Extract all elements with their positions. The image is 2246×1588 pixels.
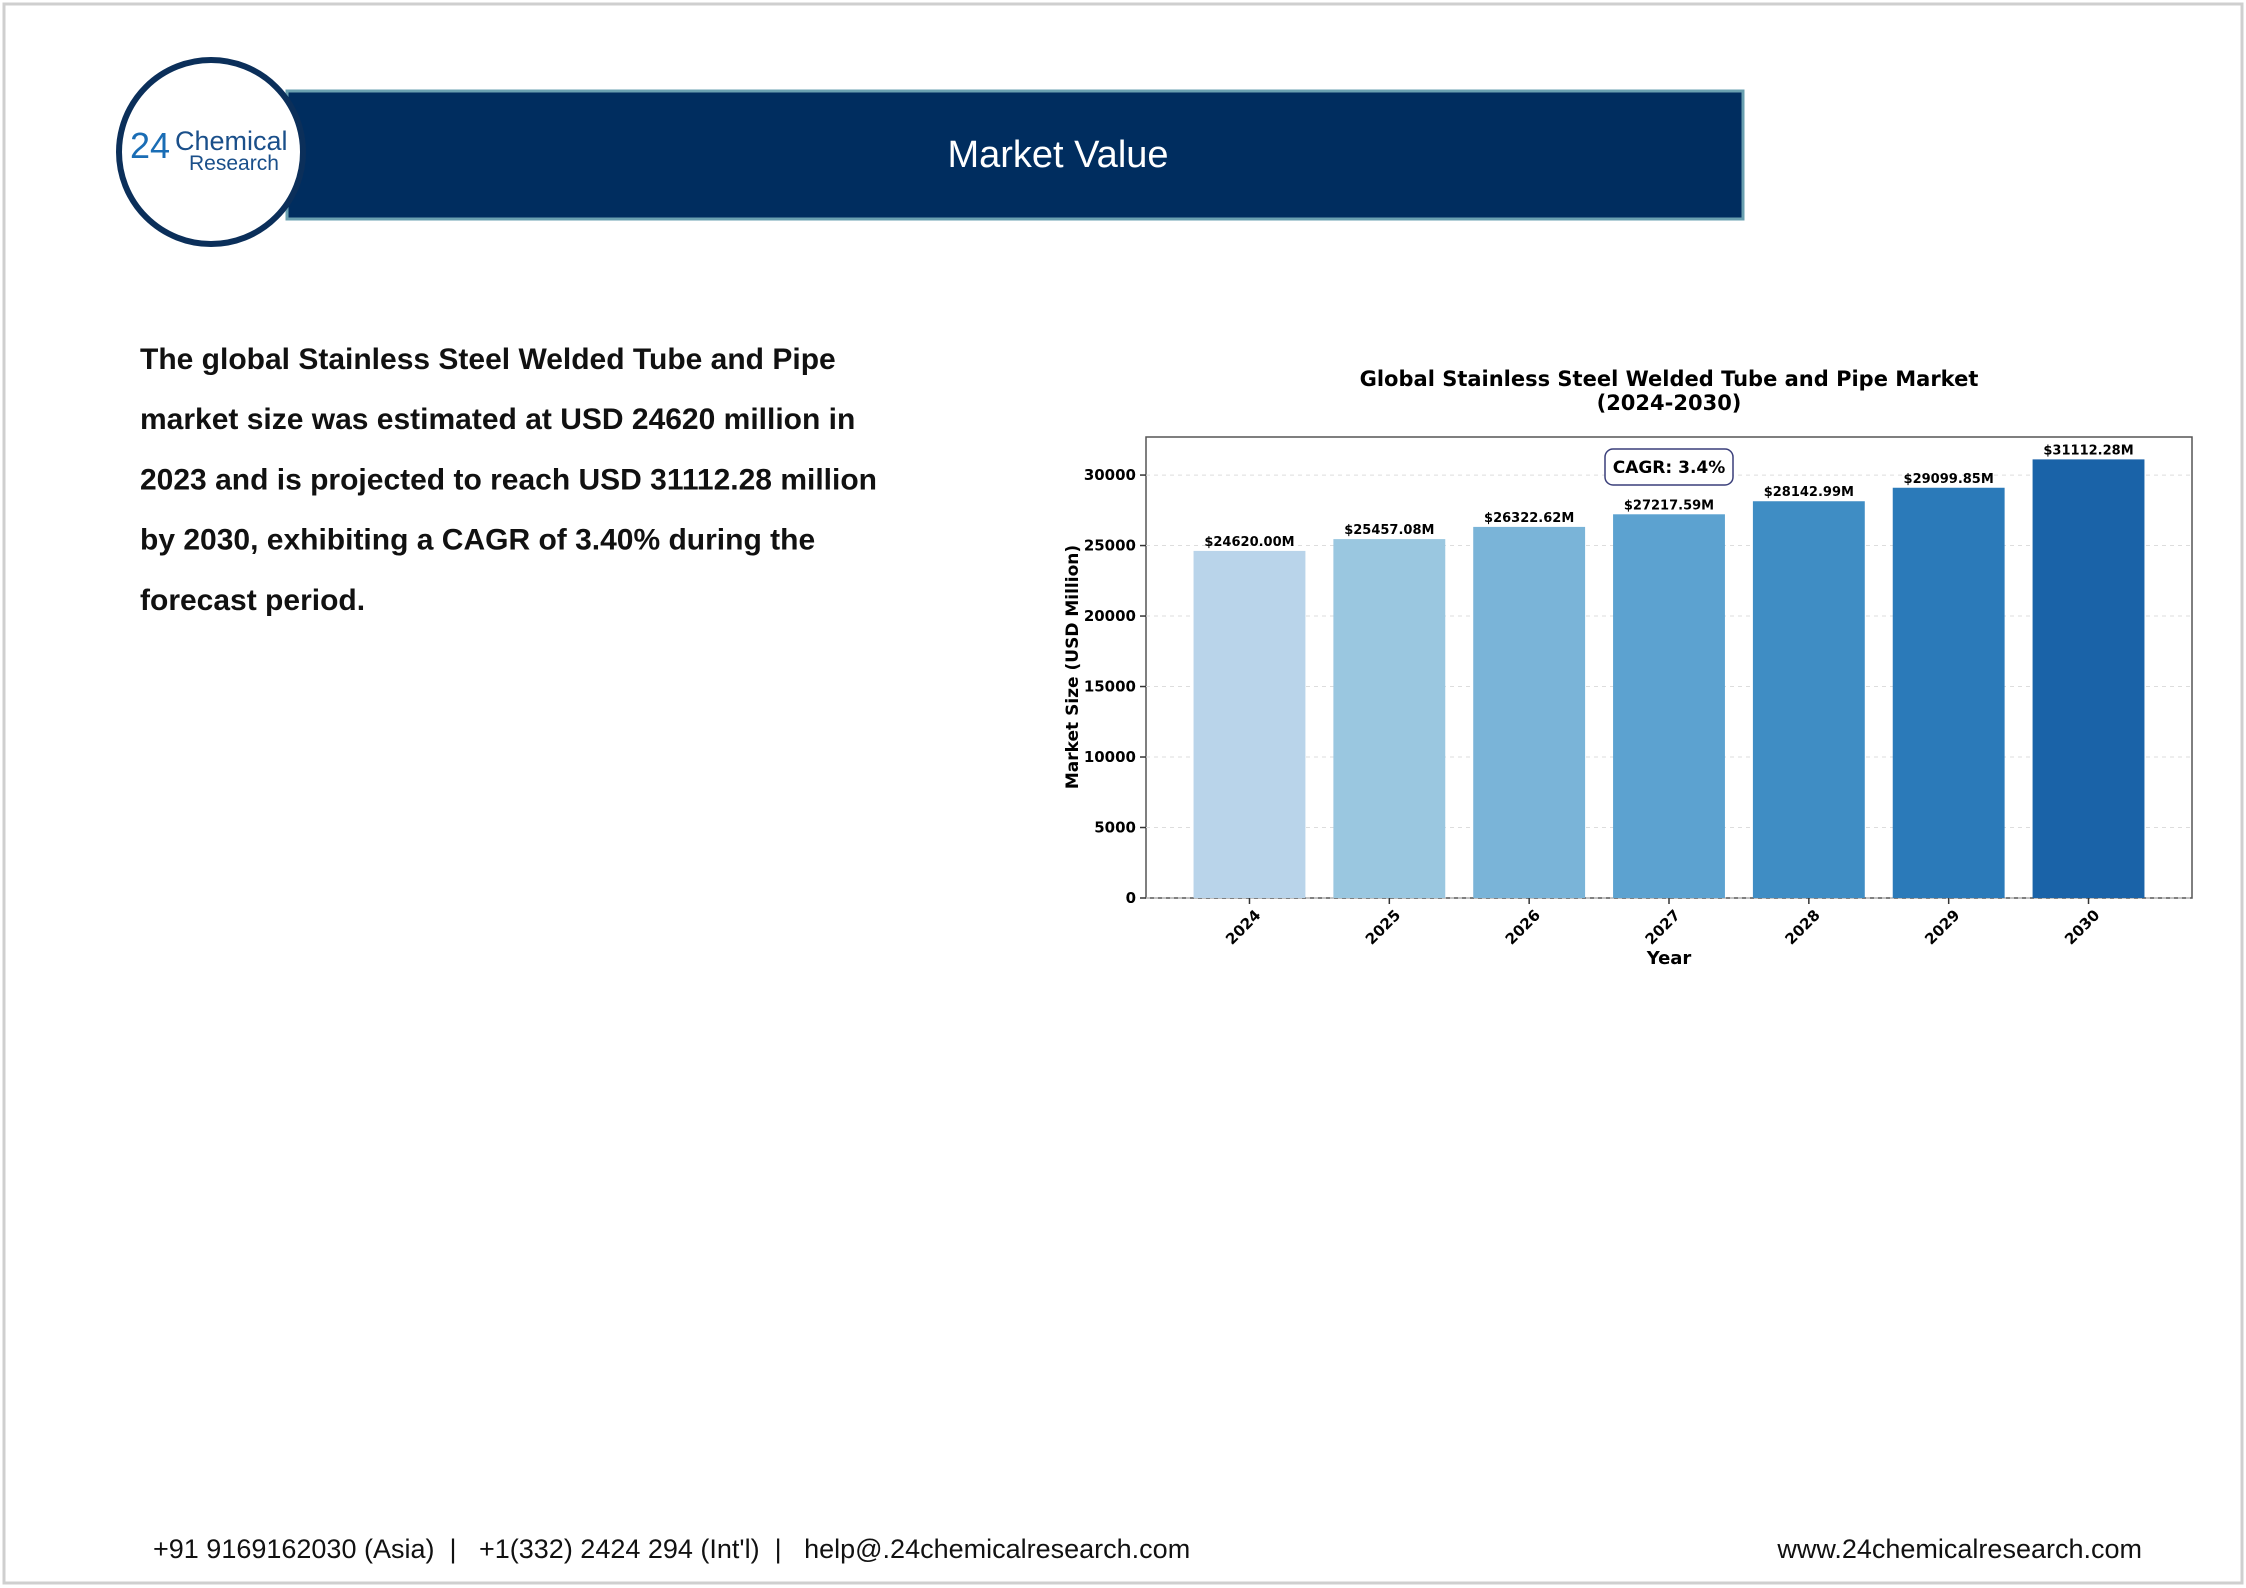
bar	[1892, 487, 2005, 898]
chart-subtitle: (2024-2030)	[1597, 391, 1742, 415]
value-label: $24620.00M	[1204, 535, 1294, 550]
body-line: forecast period.	[140, 584, 365, 617]
footer-contacts: +91 9169162030 (Asia) | +1(332) 2424 294…	[153, 1534, 1190, 1564]
y-tick-label: 0	[1126, 889, 1136, 907]
logo-number: 24	[130, 125, 170, 166]
y-tick-label: 20000	[1084, 607, 1136, 625]
y-tick-label: 25000	[1084, 537, 1136, 555]
value-label: $25457.08M	[1344, 523, 1434, 538]
body-text: The global Stainless Steel Welded Tube a…	[140, 343, 877, 617]
header-title: Market Value	[947, 134, 1168, 176]
logo-word: Chemical	[175, 126, 288, 156]
bar	[1333, 539, 1446, 898]
body-line: by 2030, exhibiting a CAGR of 3.40% duri…	[140, 524, 815, 557]
y-axis-label: Market Size (USD Million)	[1063, 545, 1083, 789]
body-line: market size was estimated at USD 24620 m…	[140, 403, 855, 436]
y-tick-label: 30000	[1084, 466, 1136, 484]
chart-title: Global Stainless Steel Welded Tube and P…	[1360, 367, 1979, 391]
value-label: $27217.59M	[1624, 498, 1714, 513]
body-line: 2023 and is projected to reach USD 31112…	[140, 463, 877, 496]
chart: Global Stainless Steel Welded Tube and P…	[1063, 367, 2193, 969]
value-label: $26322.62M	[1484, 511, 1574, 526]
y-tick-label: 10000	[1084, 748, 1136, 766]
body-line: The global Stainless Steel Welded Tube a…	[140, 343, 836, 376]
x-axis-label: Year	[1646, 948, 1692, 969]
bar	[1613, 514, 1725, 898]
value-label: $29099.85M	[1904, 472, 1994, 487]
bar	[2032, 459, 2145, 898]
logo-word: Research	[189, 152, 279, 175]
annotation: CAGR: 3.4%	[1613, 458, 1726, 478]
footer-website: www.24chemicalresearch.com	[1776, 1534, 2142, 1564]
bar	[1193, 550, 1306, 898]
y-tick-label: 15000	[1084, 678, 1136, 696]
y-tick-label: 5000	[1094, 819, 1136, 837]
bar	[1473, 526, 1586, 898]
annotation-box	[1604, 448, 1734, 486]
logo-circle	[116, 57, 306, 247]
value-label: $28142.99M	[1764, 485, 1854, 500]
header-bar	[285, 89, 1745, 221]
value-label: $31112.28M	[2043, 443, 2133, 458]
bar	[1752, 501, 1865, 898]
